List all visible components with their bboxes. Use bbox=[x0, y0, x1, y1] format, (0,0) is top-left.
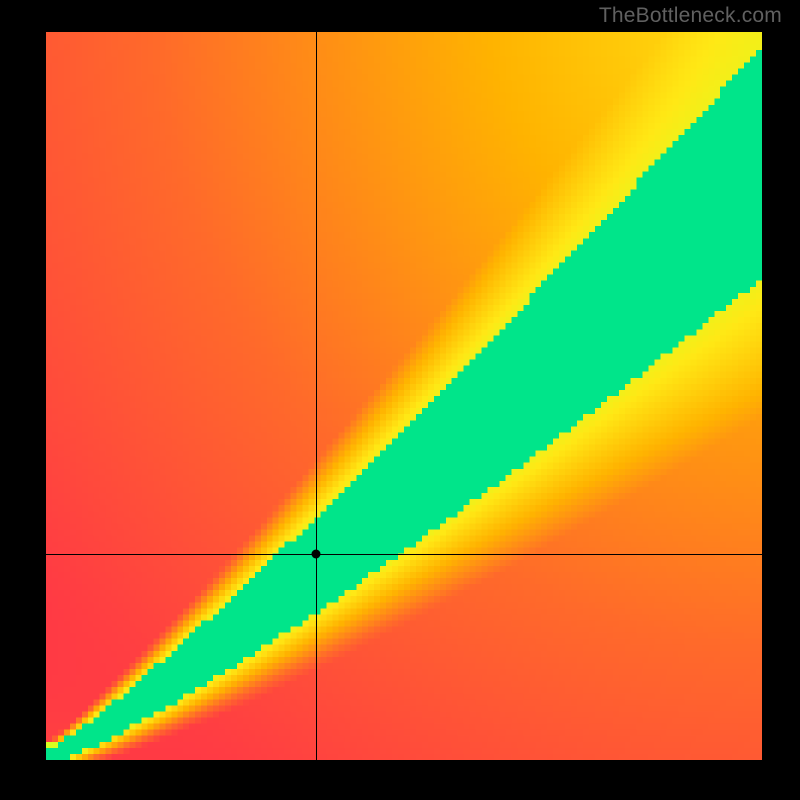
chart-container: TheBottleneck.com bbox=[0, 0, 800, 800]
crosshair-horizontal bbox=[46, 554, 762, 555]
watermark-text: TheBottleneck.com bbox=[599, 4, 782, 28]
heatmap-plot-area bbox=[46, 32, 762, 760]
crosshair-marker bbox=[311, 549, 320, 558]
crosshair-vertical bbox=[316, 32, 317, 760]
heatmap-canvas bbox=[46, 32, 762, 760]
